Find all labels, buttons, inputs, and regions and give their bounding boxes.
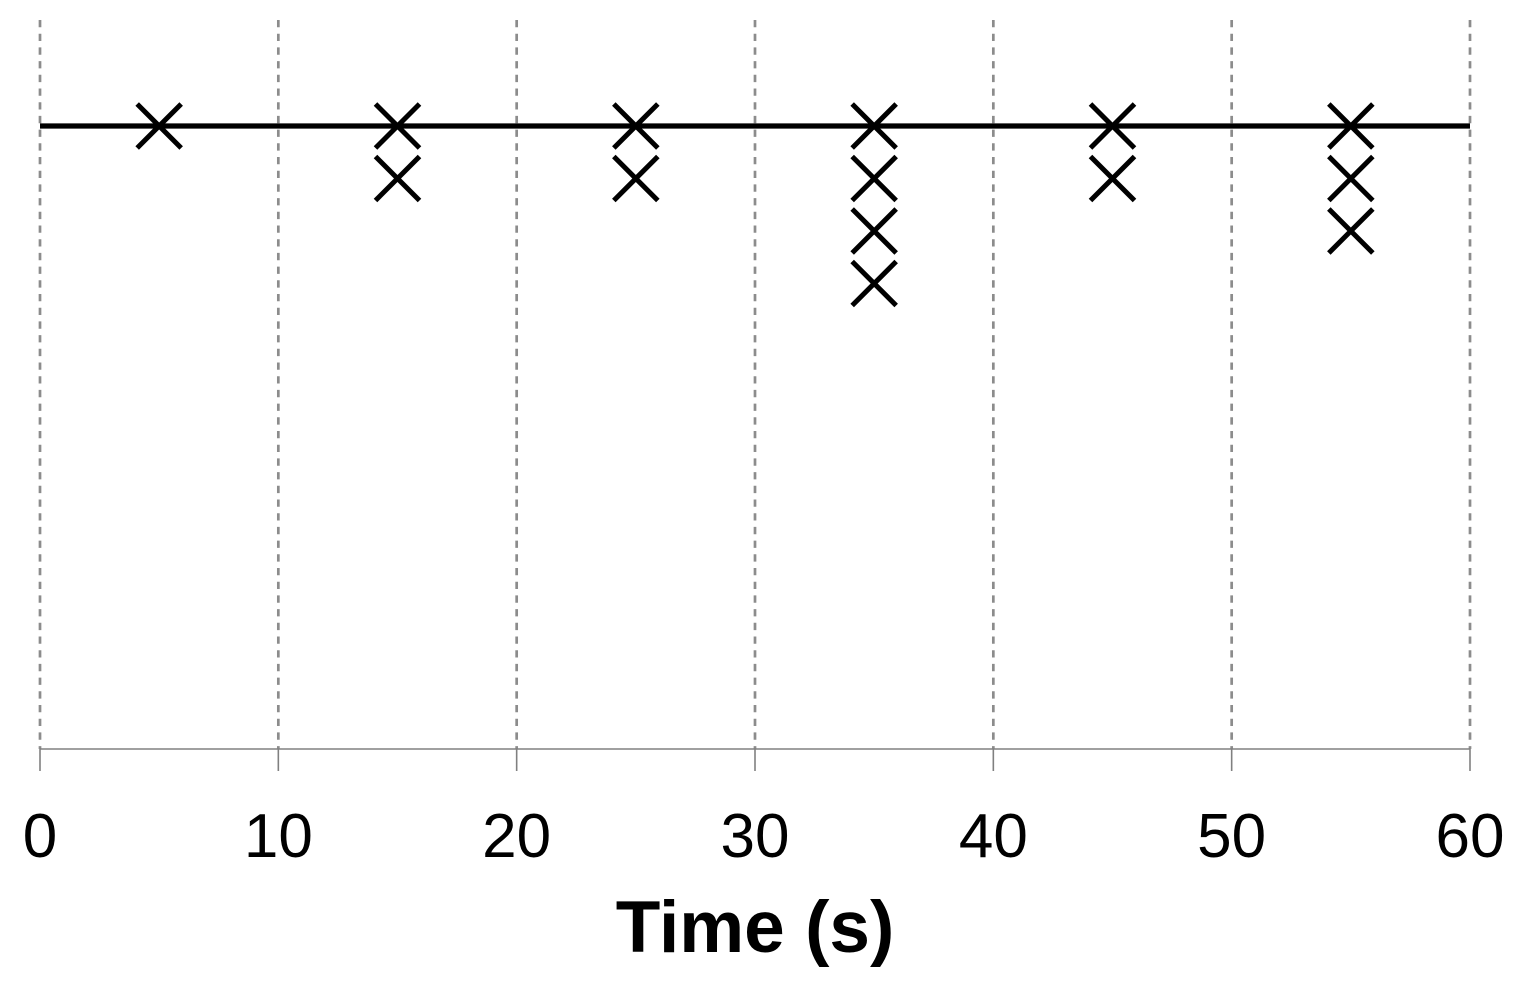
data-markers [135,102,1375,308]
tick-label-20: 20 [482,802,551,871]
tick-label-30: 30 [721,802,790,871]
x-marker-t55-row1 [1327,102,1375,150]
x-marker-t35-row2 [850,154,898,203]
tick-label-50: 50 [1197,802,1266,871]
x-marker-t35-row3 [850,207,898,255]
x-marker-t15-row2 [373,154,422,203]
tick-label-60: 60 [1436,802,1505,871]
x-marker-t55-row2 [1327,154,1375,203]
x-marker-t35-row1 [850,102,898,150]
x-tick-labels: 0 10 20 30 40 50 60 [23,802,1505,871]
tick-label-0: 0 [23,802,57,871]
x-marker-t45-row1 [1088,102,1137,150]
axis-tick-marks [39,749,1471,771]
x-marker-t45-row2 [1088,154,1137,203]
gridlines [38,20,1472,749]
x-marker-t55-row3 [1327,207,1375,255]
x-marker-t15-row1 [373,102,422,150]
x-marker-t25-row2 [612,154,660,203]
tick-label-10: 10 [244,802,313,871]
x-marker-t35-row4 [850,259,898,308]
x-marker-t5-row1 [135,102,183,150]
x-axis-title: Time (s) [616,887,895,968]
x-marker-t25-row1 [612,102,660,150]
tick-label-40: 40 [959,802,1028,871]
